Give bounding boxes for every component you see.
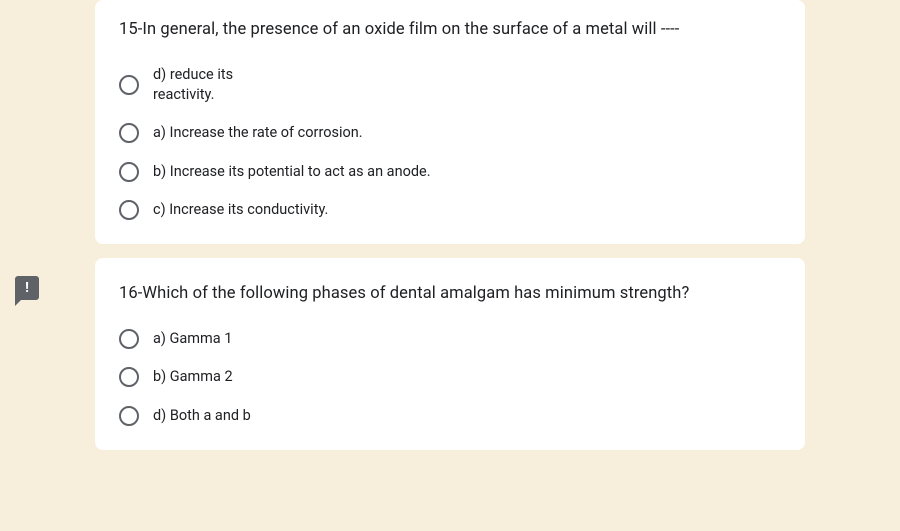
- option-label: d) reduce itsreactivity.: [153, 65, 233, 106]
- question-title: 16-Which of the following phases of dent…: [119, 282, 781, 307]
- radio-circle-icon: [119, 406, 139, 426]
- radio-option[interactable]: b) Increase its potential to act as an a…: [119, 162, 781, 182]
- radio-circle-icon: [119, 367, 139, 387]
- option-label: c) Increase its conductivity.: [153, 200, 328, 220]
- radio-circle-icon: [119, 75, 139, 95]
- form-container: 15-In general, the presence of an oxide …: [0, 0, 900, 450]
- radio-circle-icon: [119, 329, 139, 349]
- radio-circle-icon: [119, 162, 139, 182]
- radio-option[interactable]: d) Both a and b: [119, 406, 781, 426]
- option-label: b) Increase its potential to act as an a…: [153, 162, 431, 182]
- feedback-icon[interactable]: !: [15, 276, 39, 300]
- radio-option[interactable]: b) Gamma 2: [119, 367, 781, 387]
- radio-circle-icon: [119, 123, 139, 143]
- radio-option[interactable]: d) reduce itsreactivity.: [119, 65, 781, 106]
- question-title: 15-In general, the presence of an oxide …: [119, 18, 781, 43]
- feedback-icon-text: !: [25, 281, 29, 295]
- radio-circle-icon: [119, 200, 139, 220]
- option-label: d) Both a and b: [153, 406, 251, 426]
- question-card-15: 15-In general, the presence of an oxide …: [95, 0, 805, 244]
- radio-option[interactable]: c) Increase its conductivity.: [119, 200, 781, 220]
- question-card-16: 16-Which of the following phases of dent…: [95, 258, 805, 450]
- option-label: b) Gamma 2: [153, 367, 233, 387]
- radio-option[interactable]: a) Gamma 1: [119, 329, 781, 349]
- option-label: a) Gamma 1: [153, 329, 232, 349]
- option-label: a) Increase the rate of corrosion.: [153, 123, 363, 143]
- radio-option[interactable]: a) Increase the rate of corrosion.: [119, 123, 781, 143]
